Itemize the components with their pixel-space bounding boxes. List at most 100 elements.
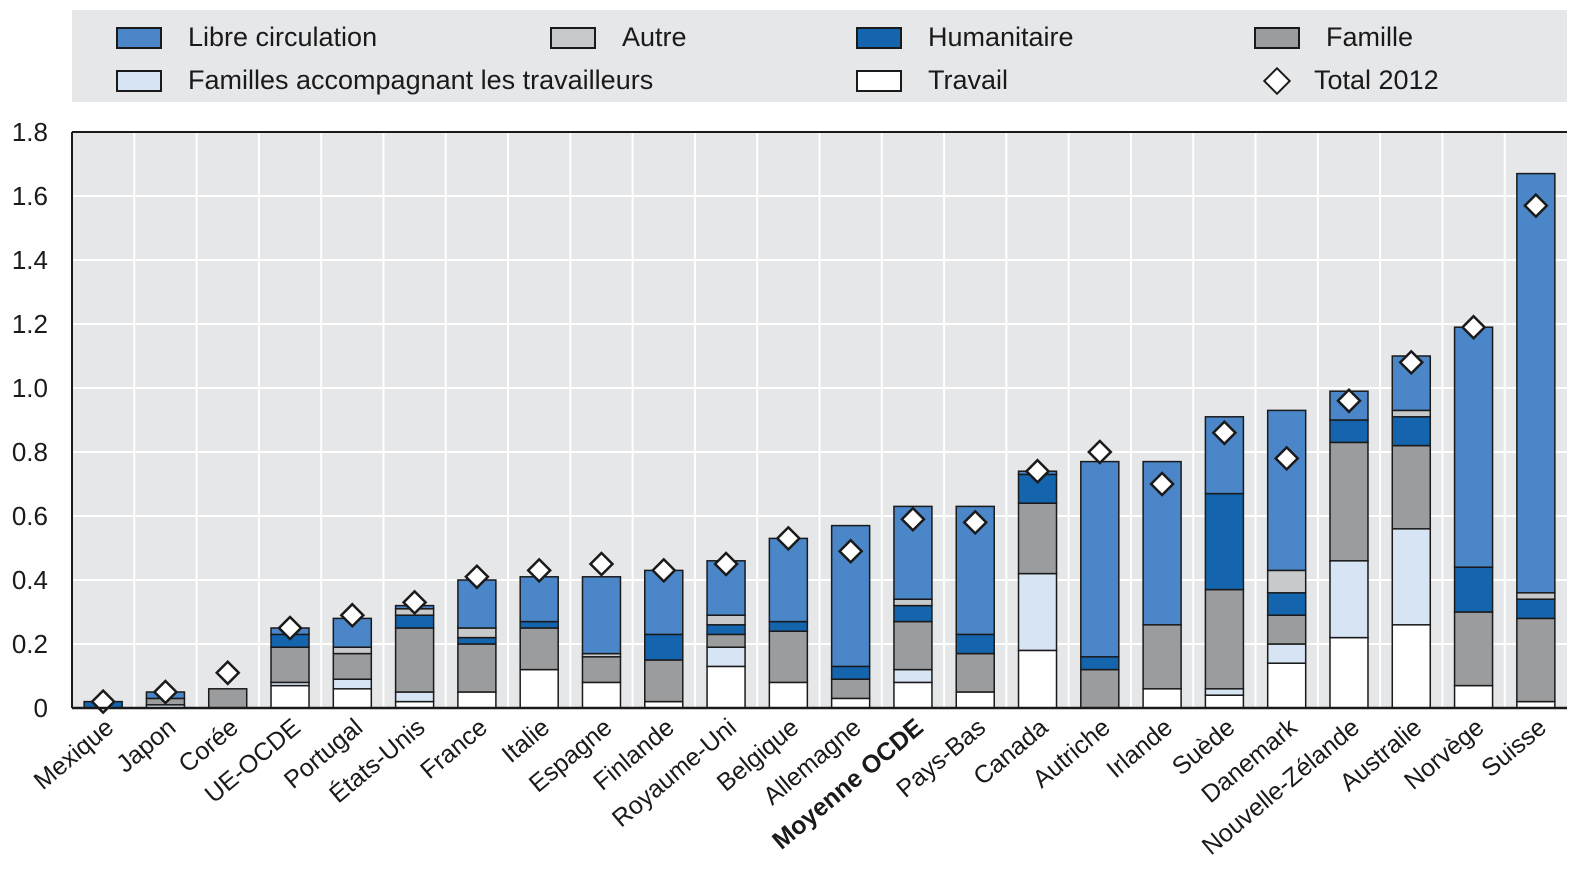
bar-stack bbox=[1142, 460, 1182, 709]
total-2012-marker bbox=[401, 589, 428, 616]
bar-segment bbox=[893, 620, 933, 671]
bar-segment bbox=[1329, 419, 1369, 444]
y-tick-label: 0.4 bbox=[12, 565, 48, 595]
bar-segment bbox=[457, 636, 497, 645]
bar-segment bbox=[519, 620, 559, 629]
bar-segment bbox=[1453, 326, 1494, 568]
legend-item-autre: Autre bbox=[550, 22, 687, 53]
total-2012-marker bbox=[214, 660, 241, 686]
bar-segment bbox=[1266, 592, 1307, 616]
bar-stack bbox=[1391, 355, 1432, 709]
legend-swatch-famille bbox=[1254, 26, 1300, 49]
bar-stack bbox=[1266, 409, 1307, 709]
total-2012-marker bbox=[152, 679, 179, 705]
bar-segment bbox=[644, 569, 684, 636]
total-2012-marker bbox=[1273, 445, 1300, 472]
bar-segment bbox=[1391, 444, 1432, 530]
total-2012-marker bbox=[900, 506, 926, 532]
bar-segment bbox=[706, 614, 746, 626]
legend-item-familles-accompagnant: Familles accompagnant les travailleurs bbox=[116, 65, 653, 96]
bar-segment bbox=[1391, 416, 1432, 447]
total-2012-marker bbox=[775, 525, 802, 552]
bar-segment bbox=[768, 620, 809, 632]
bar-segment bbox=[1329, 560, 1369, 639]
bar-segment bbox=[644, 633, 684, 661]
bar-segment bbox=[1266, 662, 1307, 709]
legend-item-total-2012: Total 2012 bbox=[1262, 65, 1439, 96]
bar-segment bbox=[955, 652, 995, 693]
legend-label: Libre circulation bbox=[188, 22, 378, 52]
bar-segment bbox=[893, 668, 933, 684]
bar-segment bbox=[581, 656, 622, 684]
bar-stack bbox=[270, 627, 310, 709]
bar-segment bbox=[830, 678, 871, 700]
y-tick-label: 1.8 bbox=[12, 117, 48, 147]
legend-item-humanitaire: Humanitaire bbox=[856, 22, 1074, 53]
bar-segment bbox=[394, 627, 435, 693]
bar-segment bbox=[1453, 684, 1494, 709]
total-2012-marker bbox=[837, 538, 864, 564]
y-tick-label: 1.0 bbox=[12, 373, 48, 403]
legend: Libre circulation Autre Humanitaire Fami… bbox=[72, 10, 1567, 102]
total-2012-marker bbox=[1211, 420, 1238, 446]
bar-segment bbox=[1204, 688, 1245, 696]
bar-segment bbox=[457, 691, 497, 709]
bars bbox=[83, 172, 1556, 709]
bar-stack bbox=[332, 617, 373, 709]
total-2012-marker bbox=[1336, 388, 1362, 414]
bar-segment bbox=[1329, 636, 1369, 709]
legend-swatch-travail bbox=[856, 69, 902, 92]
bar-segment bbox=[207, 688, 248, 709]
bar-segment bbox=[1142, 624, 1182, 690]
legend-item-libre-circulation: Libre circulation bbox=[116, 22, 377, 53]
bar-segment bbox=[1142, 688, 1182, 709]
bar-segment bbox=[457, 627, 497, 639]
grid bbox=[72, 131, 1567, 708]
bar-segment bbox=[1017, 649, 1058, 709]
bar-segment bbox=[768, 681, 809, 709]
bar-segment bbox=[893, 604, 933, 623]
legend-swatch-libre-circulation bbox=[116, 26, 162, 49]
x-tick-label: France bbox=[415, 713, 493, 784]
legend-label: Humanitaire bbox=[928, 22, 1074, 52]
total-2012-marker bbox=[1398, 349, 1425, 376]
legend-item-travail: Travail bbox=[856, 65, 1008, 96]
axes bbox=[71, 131, 1567, 710]
bar-segment bbox=[706, 665, 746, 709]
bar-segment bbox=[830, 697, 871, 709]
bar-stack bbox=[581, 576, 622, 709]
bar-stack bbox=[768, 537, 809, 709]
y-tick-label: 0.2 bbox=[12, 629, 48, 659]
bar-segment bbox=[768, 630, 809, 684]
bar-segment bbox=[893, 681, 933, 709]
legend-label: Familles accompagnant les travailleurs bbox=[188, 65, 654, 95]
bar-segment bbox=[332, 652, 373, 680]
bar-segment bbox=[706, 646, 746, 668]
legend-swatch-familles-accompagnant bbox=[116, 69, 162, 92]
legend-label: Autre bbox=[622, 22, 687, 52]
bar-segment bbox=[1017, 502, 1058, 575]
bar-stack bbox=[207, 688, 248, 709]
bar-segment bbox=[1204, 416, 1245, 495]
x-tick-label: Japon bbox=[111, 713, 181, 778]
bar-segment bbox=[706, 560, 746, 616]
bar-segment bbox=[1080, 460, 1120, 658]
bar-segment bbox=[1204, 492, 1245, 591]
legend-item-famille: Famille bbox=[1254, 22, 1413, 53]
legend-swatch-humanitaire bbox=[856, 26, 902, 49]
legend-label: Total 2012 bbox=[1314, 65, 1439, 95]
bar-stack bbox=[394, 604, 435, 709]
bar-segment bbox=[332, 688, 373, 709]
y-tick-label: 0 bbox=[34, 693, 48, 723]
bar-segment bbox=[955, 691, 995, 709]
x-tick-label: Mexique bbox=[29, 713, 119, 795]
bar-segment bbox=[893, 598, 933, 607]
bar-segment bbox=[394, 691, 435, 703]
total-2012-marker bbox=[588, 551, 615, 577]
x-tick-label: Irlande bbox=[1101, 713, 1178, 784]
bar-stack bbox=[1453, 326, 1494, 709]
total-2012-marker bbox=[1523, 192, 1549, 219]
bar-stack bbox=[1204, 416, 1245, 709]
bar-segment bbox=[332, 678, 373, 690]
